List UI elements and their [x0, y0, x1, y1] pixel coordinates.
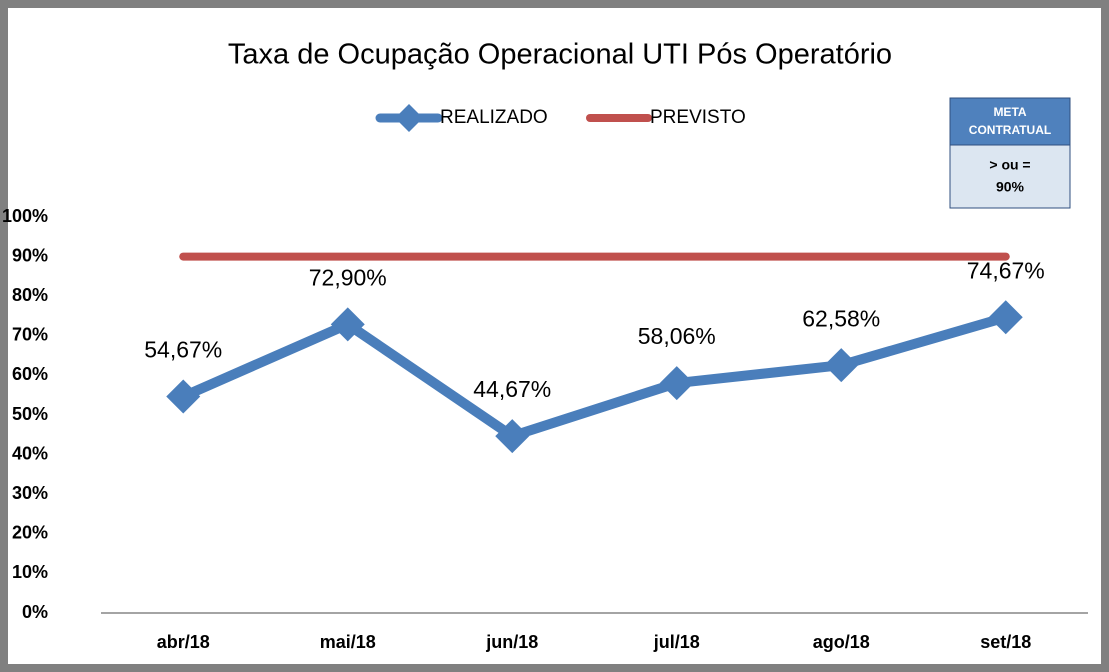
x-tick-label: set/18 — [980, 632, 1031, 652]
point-marker — [330, 307, 365, 342]
meta-box-body — [949, 144, 1071, 209]
chart-title: Taxa de Ocupação Operacional UTI Pós Ope… — [228, 39, 892, 71]
x-tick-label: jun/18 — [485, 632, 538, 652]
legend-label: REALIZADO — [440, 107, 548, 128]
y-tick-label: 30% — [12, 483, 48, 503]
data-label: 72,90% — [309, 264, 387, 290]
meta-box-header-text: CONTRATUAL — [969, 123, 1051, 137]
meta-box-body-text: 90% — [996, 179, 1025, 195]
y-tick-label: 10% — [12, 562, 48, 582]
legend-label: PREVISTO — [650, 107, 746, 128]
line-series — [178, 312, 1011, 442]
y-tick-label: 60% — [12, 364, 48, 384]
y-tick-label: 50% — [12, 404, 48, 424]
x-tick-label: mai/18 — [320, 632, 376, 652]
data-label: 74,67% — [967, 257, 1045, 283]
point-marker — [988, 300, 1023, 335]
meta-box-body-text: > ou = — [989, 157, 1030, 173]
data-label: 54,67% — [144, 337, 222, 363]
legend-marker — [395, 104, 423, 132]
point-marker — [824, 348, 859, 383]
data-label: 58,06% — [638, 323, 716, 349]
y-tick-label: 90% — [12, 245, 48, 265]
point-marker — [166, 379, 201, 414]
y-tick-label: 40% — [12, 443, 48, 463]
meta-box-header-text: META — [993, 105, 1026, 119]
x-tick-label: jul/18 — [653, 632, 700, 652]
x-tick-label: ago/18 — [813, 632, 870, 652]
y-tick-label: 20% — [12, 523, 48, 543]
point-marker — [659, 366, 694, 401]
x-tick-label: abr/18 — [157, 632, 210, 652]
data-label: 44,67% — [473, 376, 551, 402]
y-tick-label: 100% — [2, 206, 48, 226]
meta-box-header — [949, 97, 1071, 146]
y-tick-label: 70% — [12, 325, 48, 345]
point-marker — [495, 419, 530, 454]
y-tick-label: 80% — [12, 285, 48, 305]
y-tick-label: 0% — [22, 602, 48, 622]
data-label: 62,58% — [802, 305, 880, 331]
